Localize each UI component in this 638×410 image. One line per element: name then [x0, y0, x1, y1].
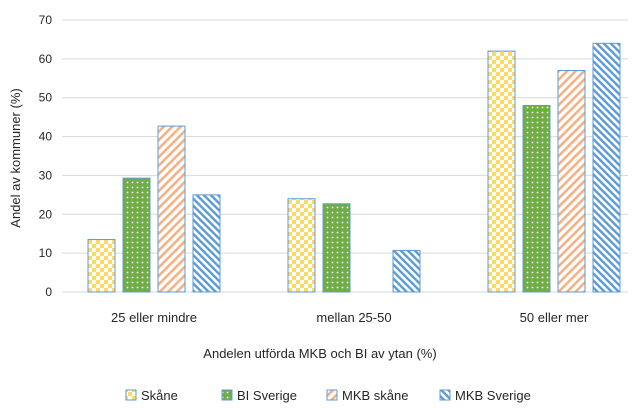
bar-skåne-0 [87, 239, 116, 293]
legend-label: MKB skåne [342, 388, 408, 403]
y-axis-title: Andel av kommuner (%) [8, 88, 23, 227]
x-tick-label: mellan 25-50 [316, 310, 391, 325]
y-tick-label: 0 [45, 285, 52, 299]
bar-bi-sverige-0 [122, 177, 151, 293]
y-tick-label: 40 [39, 130, 53, 144]
legend-label: MKB Sverige [455, 388, 531, 403]
legend-label: Skåne [141, 388, 178, 403]
y-tick-label: 30 [39, 168, 53, 182]
y-tick-label: 60 [39, 52, 53, 66]
bar-skåne-1 [287, 198, 316, 293]
x-tick-label: 50 eller mer [520, 310, 589, 325]
legend-swatch [125, 389, 137, 401]
x-axis: 25 eller mindre mellan 25-50 50 eller mer [111, 310, 589, 325]
y-axis: 0 10 20 30 40 50 60 70 [39, 13, 53, 299]
legend-swatch [221, 389, 233, 401]
y-tick-label: 70 [39, 13, 53, 27]
legend-label: BI Sverige [237, 388, 297, 403]
bar-mkb-sverige-2 [592, 42, 621, 293]
bar-bi-sverige-2 [522, 104, 551, 293]
legend: Skåne BI Sverige MKB skåne MKB Sverige [125, 388, 531, 403]
bar-skåne-2 [487, 50, 516, 293]
bar-mkb-skåne-2 [557, 70, 586, 293]
bar-mkb-sverige-1 [392, 249, 421, 293]
bar-mkb-sverige-0 [192, 194, 221, 293]
bar-bi-sverige-1 [322, 203, 351, 293]
x-tick-label: 25 eller mindre [111, 310, 197, 325]
bar-mkb-skåne-0 [157, 125, 186, 293]
legend-swatch [326, 389, 338, 401]
y-tick-label: 10 [39, 246, 53, 260]
legend-swatch [439, 389, 451, 401]
x-axis-title: Andelen utförda MKB och BI av ytan (%) [203, 346, 436, 361]
y-tick-label: 50 [39, 91, 53, 105]
y-tick-label: 20 [39, 207, 53, 221]
bars [87, 42, 621, 293]
